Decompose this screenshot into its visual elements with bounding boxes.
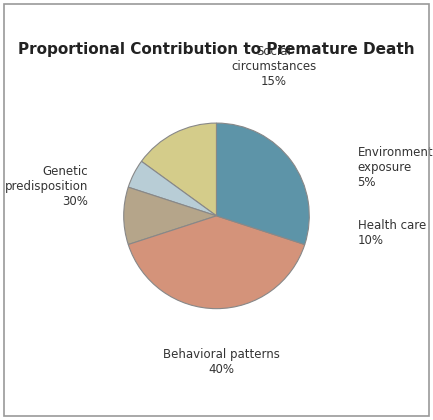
Text: Behavioral patterns
40%: Behavioral patterns 40% xyxy=(163,348,280,375)
Wedge shape xyxy=(142,123,216,216)
Wedge shape xyxy=(124,187,216,244)
Text: Social
circumstances
15%: Social circumstances 15% xyxy=(231,45,317,88)
Text: Environmental
exposure
5%: Environmental exposure 5% xyxy=(358,146,433,189)
Wedge shape xyxy=(128,216,305,309)
Text: Health care
10%: Health care 10% xyxy=(358,218,426,247)
Wedge shape xyxy=(128,161,216,216)
Text: Genetic
predisposition
30%: Genetic predisposition 30% xyxy=(5,165,88,207)
Title: Proportional Contribution to Premature Death: Proportional Contribution to Premature D… xyxy=(18,42,415,57)
Wedge shape xyxy=(216,123,309,244)
